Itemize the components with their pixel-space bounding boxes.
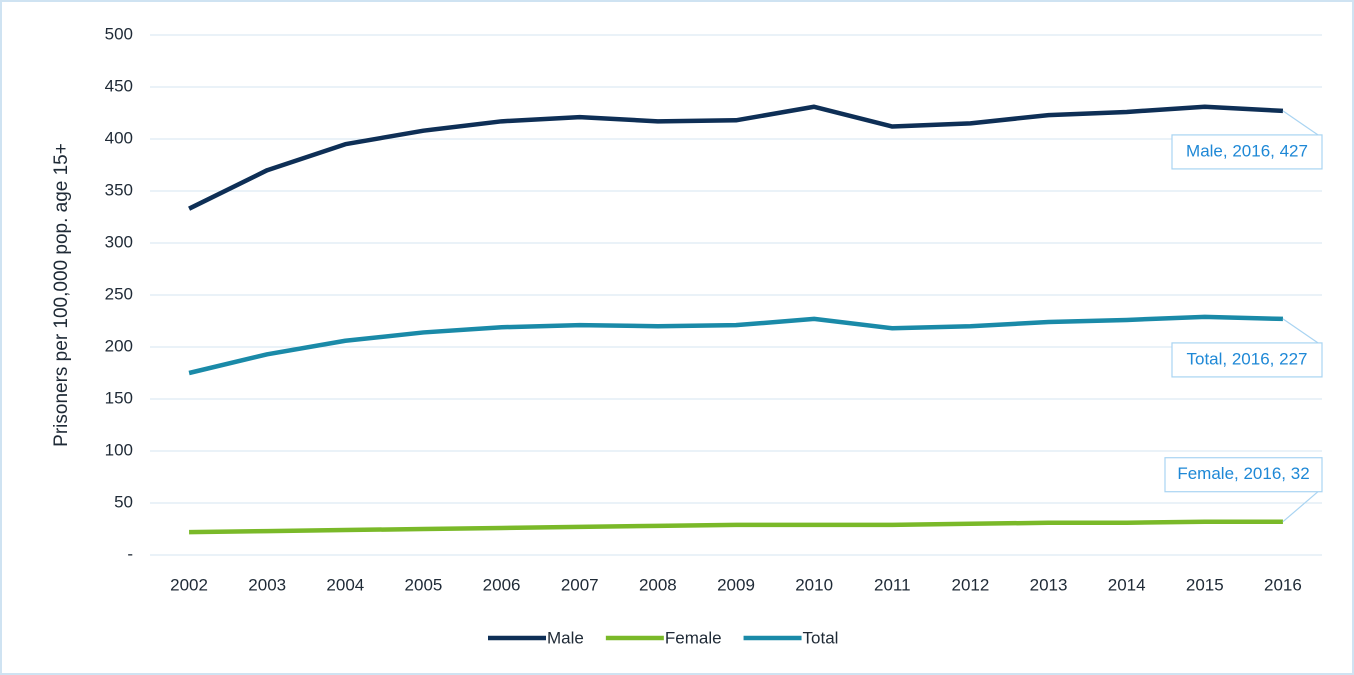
y-axis-label: Prisoners per 100,000 pop. age 15+ (51, 143, 72, 447)
x-tick-label: 2005 (405, 575, 443, 594)
callout-box (1171, 342, 1323, 378)
series-line (188, 314, 1283, 376)
callout: Total, 2016, 227 (1171, 318, 1323, 378)
x-tick-label: 2007 (561, 575, 599, 594)
y-tick-label: - (127, 544, 133, 563)
callout-leader (1282, 110, 1319, 136)
y-tick-label: 200 (105, 336, 133, 355)
y-tick-label: 100 (105, 440, 133, 459)
y-tick-label: 300 (105, 232, 133, 251)
callout: Male, 2016, 427 (1171, 110, 1323, 170)
x-tick-label: 2016 (1264, 575, 1302, 594)
y-tick-label: 350 (105, 180, 133, 199)
callout-box (1171, 134, 1323, 170)
x-tick-label: 2013 (1030, 575, 1068, 594)
data-label: Female, 2016, 32 (1177, 464, 1309, 483)
x-tick-label: 2014 (1108, 575, 1146, 594)
y-tick-label: 500 (105, 24, 133, 43)
x-tick-label: 2002 (170, 575, 208, 594)
x-tick-label: 2012 (951, 575, 989, 594)
y-tick-label: 450 (105, 76, 133, 95)
x-tick-label: 2011 (874, 575, 911, 594)
x-tick-label: 2015 (1186, 575, 1224, 594)
callout-leader (1282, 491, 1319, 523)
series-line (189, 519, 1283, 535)
series-line (188, 104, 1284, 211)
y-tick-label: 150 (105, 388, 133, 407)
callout-box (1164, 457, 1323, 493)
y-tick-label: 50 (114, 492, 133, 511)
legend-label: Male (547, 628, 584, 647)
data-label: Male, 2016, 427 (1186, 141, 1308, 160)
callout: Female, 2016, 32 (1164, 457, 1323, 523)
x-tick-label: 2010 (795, 575, 833, 594)
x-tick-label: 2009 (717, 575, 755, 594)
callout-leader (1282, 318, 1319, 344)
x-tick-label: 2004 (326, 575, 364, 594)
legend-label: Female (665, 628, 722, 647)
x-tick-label: 2008 (639, 575, 677, 594)
legend-label: Total (803, 628, 839, 647)
x-tick-label: 2006 (483, 575, 521, 594)
data-label: Total, 2016, 227 (1187, 349, 1308, 368)
y-tick-label: 400 (105, 128, 133, 147)
y-tick-label: 250 (105, 284, 133, 303)
x-tick-label: 2003 (248, 575, 286, 594)
